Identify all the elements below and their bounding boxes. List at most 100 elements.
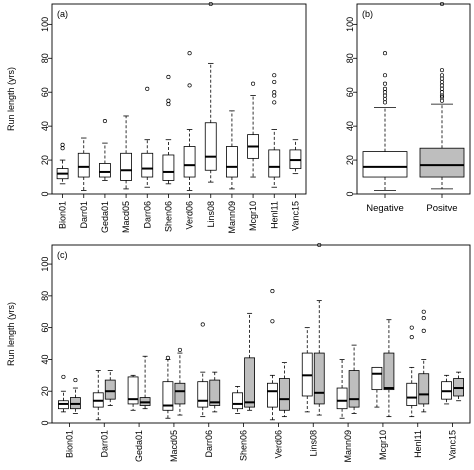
y-tick-label: 20 <box>345 155 355 165</box>
outlier-point <box>166 102 171 107</box>
box-positive-henl11 <box>418 309 430 413</box>
y-tick-label: 80 <box>345 53 355 63</box>
outlier-point <box>382 86 388 91</box>
outlier-point <box>61 374 66 379</box>
y-tick-label: 60 <box>40 323 50 333</box>
iqr-box <box>99 163 111 178</box>
box-darr01 <box>77 137 90 192</box>
box-negative-lins08 <box>301 327 313 413</box>
iqr-box <box>383 352 395 391</box>
y-tick-label: 40 <box>40 354 50 364</box>
box-darr06 <box>141 86 154 188</box>
outlier-point <box>382 96 388 102</box>
box-lins08 <box>204 1 217 183</box>
outlier-point <box>73 378 78 383</box>
x-tick-label: Positve <box>426 203 457 214</box>
plot-frame <box>356 3 471 195</box>
x-tick-label: Bion01 <box>64 430 74 458</box>
y-tick-label: 80 <box>40 53 50 63</box>
panel-label: (a) <box>57 9 68 19</box>
outlier-point <box>270 289 275 294</box>
outlier-point <box>200 322 205 327</box>
x-tick-label: Darr01 <box>79 201 89 229</box>
y-tick-label: 40 <box>345 121 355 131</box>
outlier-point <box>409 325 414 330</box>
box-mann09 <box>226 110 238 190</box>
x-tick-label: Negative <box>366 203 404 214</box>
outlier-point <box>270 319 275 324</box>
box-positve <box>419 1 465 190</box>
outlier-point <box>421 316 426 321</box>
iqr-box <box>120 152 132 181</box>
outlier-point <box>187 83 192 88</box>
iqr-box <box>104 379 116 400</box>
x-tick-label: Macd05 <box>169 430 179 462</box>
outlier-point <box>421 309 426 314</box>
x-tick-label: Geda01 <box>100 201 110 233</box>
y-tick-label: 0 <box>40 191 50 196</box>
outlier-point <box>102 119 107 124</box>
plot-frame <box>51 3 307 195</box>
outlier-point <box>382 73 388 78</box>
outlier-point <box>439 68 445 73</box>
x-tick-label: Darr06 <box>204 430 214 458</box>
iqr-box <box>209 379 221 406</box>
box-positive-mcgr10 <box>383 319 395 418</box>
y-tick-label: 0 <box>345 191 355 196</box>
x-tick-label: Mann09 <box>227 201 237 234</box>
x-tick-label: Verd06 <box>185 201 195 230</box>
outlier-point <box>272 100 277 105</box>
iqr-box <box>418 373 430 405</box>
panel-a-boxplot: 0 20 40 60 80 100 Bion01 Darr01 Geda01 Macd05 Darr… <box>6 1 307 234</box>
iqr-box <box>141 152 154 178</box>
y-tick-label: 80 <box>40 291 50 301</box>
iqr-box <box>162 381 174 411</box>
y-tick-label: 100 <box>40 257 50 272</box>
plot-frame <box>51 244 471 424</box>
x-tick-label: Vanc15 <box>290 201 300 231</box>
iqr-box <box>232 392 243 410</box>
box-positive-verd06 <box>279 362 290 418</box>
box-negative-macd05 <box>162 355 174 419</box>
box-positive-lins08 <box>313 242 325 416</box>
iqr-box <box>348 370 360 408</box>
x-tick-label: Mann09 <box>343 430 353 463</box>
y-axis-label: Run length (yrs) <box>6 302 16 366</box>
y-tick-label: 20 <box>40 155 50 165</box>
iqr-box <box>279 378 290 411</box>
x-tick-label: Lins08 <box>206 201 216 228</box>
outlier-point <box>272 79 277 85</box>
box-shen06 <box>162 74 175 185</box>
box-positive-darr06 <box>209 371 221 413</box>
outlier-point <box>166 98 171 103</box>
panel-b-boxplot: 0 20 40 60 80 100 Negative Positve (b) <box>345 1 471 214</box>
outlier-point <box>166 74 171 79</box>
iqr-box <box>336 387 348 410</box>
box-positive-vanc15 <box>453 371 464 402</box>
outlier-point <box>165 355 170 360</box>
box-negative-shen06 <box>232 386 243 414</box>
iqr-box <box>174 382 186 405</box>
outlier-point <box>145 86 150 91</box>
outlier-point <box>382 51 388 56</box>
x-tick-label: Darr06 <box>142 201 152 229</box>
x-tick-label: Henl11 <box>269 201 279 229</box>
outlier-point <box>317 242 322 248</box>
outlier-point <box>421 328 426 333</box>
box-positive-macd05 <box>174 347 186 416</box>
outlier-point <box>439 98 445 103</box>
x-tick-label: Verd06 <box>273 430 283 459</box>
box-negative-darr06 <box>197 322 209 418</box>
outlier-point <box>272 90 277 95</box>
x-tick-label: Shen06 <box>239 430 249 461</box>
iqr-box <box>313 352 325 405</box>
outlier-point <box>409 335 414 340</box>
x-tick-label: Henl11 <box>413 430 423 458</box>
box-bion01 <box>56 142 69 185</box>
iqr-box <box>268 149 281 178</box>
x-tick-label: Mcgr10 <box>248 201 258 231</box>
box-negative-vanc15 <box>441 374 452 405</box>
box-positive-darr01 <box>104 370 116 406</box>
iqr-box <box>267 382 278 408</box>
y-tick-label: 0 <box>40 420 50 425</box>
